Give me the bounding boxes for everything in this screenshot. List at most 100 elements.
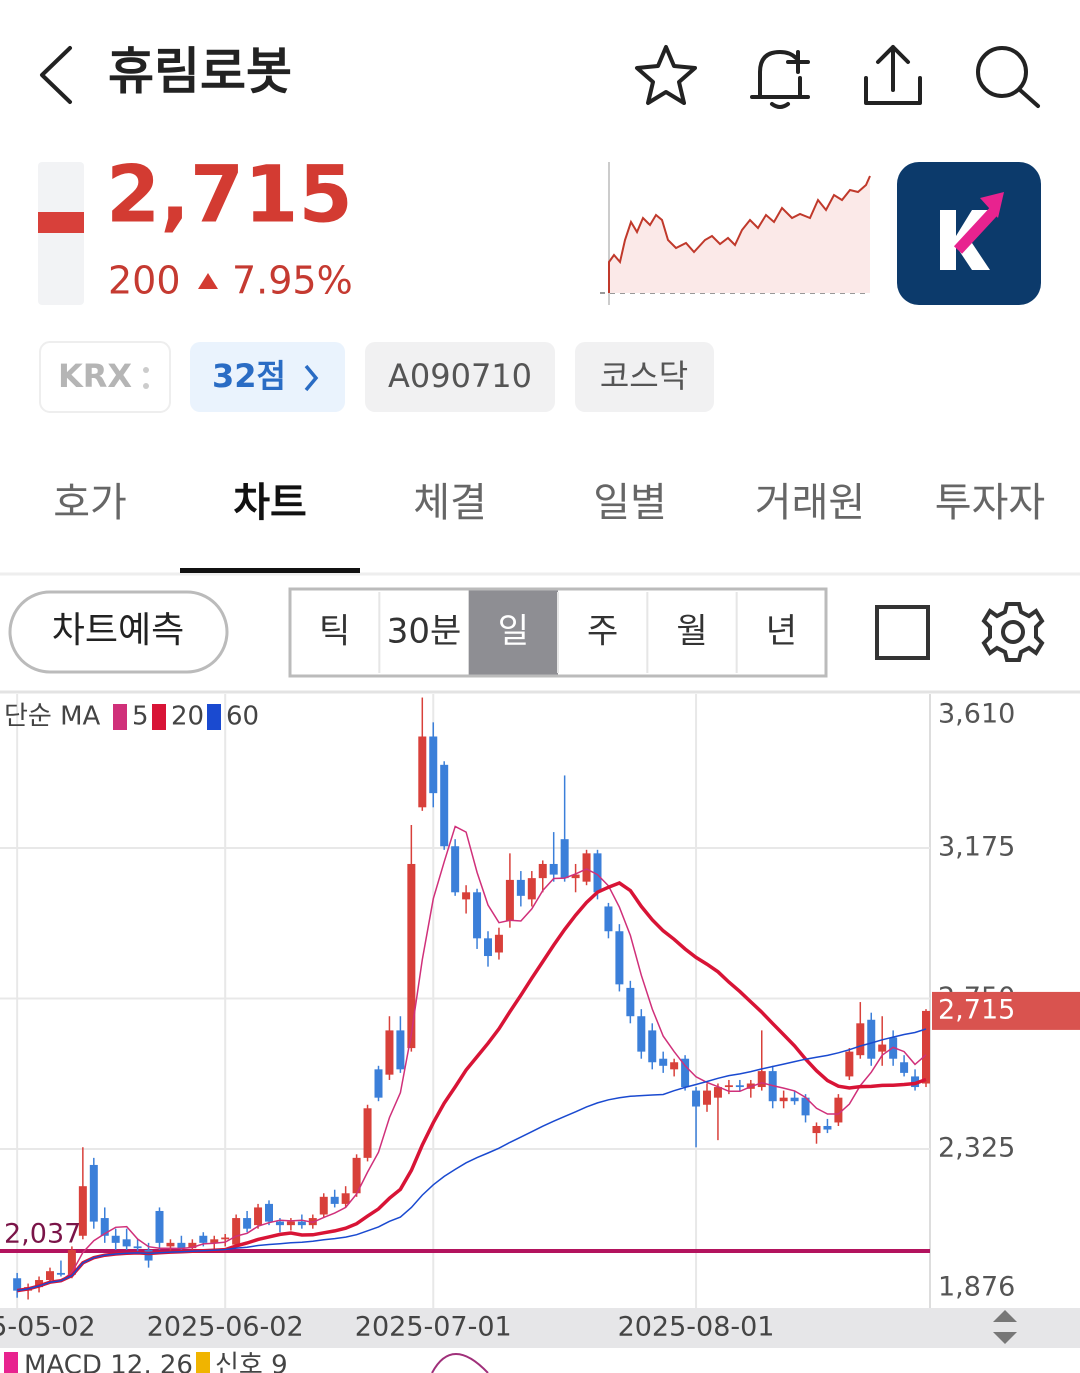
candle-body — [221, 1237, 230, 1240]
last-price-box — [932, 991, 1080, 1030]
candle-body — [856, 1023, 865, 1056]
resize-down[interactable] — [993, 1332, 1017, 1344]
resize-up[interactable] — [993, 1310, 1017, 1322]
candle-body — [790, 1097, 799, 1102]
macd-label: MACD 12, 26 — [24, 1351, 193, 1373]
candle-body — [571, 874, 580, 879]
tab[interactable]: 차트 — [233, 480, 307, 526]
candle-body — [735, 1085, 744, 1088]
candle-body — [166, 1242, 175, 1247]
candle-body — [834, 1097, 843, 1123]
candle-body — [122, 1239, 131, 1247]
candle-body — [418, 736, 427, 808]
candle-body — [341, 1193, 350, 1204]
search-icon[interactable] — [976, 46, 1040, 108]
tab[interactable]: 호가 — [53, 480, 127, 526]
candle-body — [462, 892, 471, 900]
candle-body — [78, 1186, 87, 1236]
x-tick-label: 2025-05-02 — [0, 1312, 96, 1343]
tab[interactable]: 일별 — [593, 480, 667, 526]
chevron — [304, 364, 319, 392]
period-option[interactable]: 틱 — [319, 612, 350, 652]
share-icon[interactable] — [864, 45, 922, 105]
sparkline — [600, 162, 871, 305]
legend-swatch — [152, 704, 166, 730]
candle-body — [243, 1218, 252, 1229]
up-arrow — [198, 273, 218, 289]
indicator-label: 단순 MA — [4, 702, 101, 732]
price-change-pct: 7.95% — [232, 259, 353, 303]
chip-text: A090710 — [388, 357, 532, 395]
candle-body — [593, 853, 602, 893]
period-selector: 틱 30분 일 주 월 년 — [319, 589, 797, 676]
period-selected — [468, 589, 558, 676]
period-option[interactable]: 30분 — [387, 612, 462, 652]
candle-body — [527, 878, 536, 900]
macd-swatch — [4, 1352, 18, 1373]
predict-button[interactable] — [8, 590, 229, 674]
candle-body — [363, 1108, 372, 1158]
legend-label: 5 — [132, 702, 149, 732]
candle-body — [275, 1221, 284, 1226]
price-range-marker — [38, 212, 84, 233]
tab[interactable]: 거래원 — [755, 480, 865, 526]
candle-body — [637, 1016, 646, 1052]
candle-body — [330, 1196, 339, 1204]
chip-market[interactable] — [575, 342, 714, 412]
candle-body — [779, 1097, 788, 1102]
back-button[interactable] — [40, 46, 72, 104]
settings-button[interactable] — [981, 602, 1045, 662]
chip-text: 코스닥 — [600, 357, 688, 395]
period-option[interactable]: 년 — [766, 612, 797, 652]
tab[interactable]: 체결 — [413, 480, 487, 526]
legend-swatch — [207, 704, 221, 730]
candle-body — [374, 1069, 383, 1098]
moving-average-line — [16, 881, 927, 1293]
period-option[interactable]: 월 — [676, 612, 707, 652]
candle-body — [494, 934, 503, 953]
y-tick-label: 1,876 — [938, 1272, 1015, 1303]
candle-body — [538, 863, 547, 879]
candle-body — [801, 1097, 810, 1116]
candle-body — [757, 1071, 766, 1088]
candle-body — [582, 853, 591, 882]
candle-body — [823, 1125, 832, 1130]
y-tick-label: 2,325 — [938, 1133, 1015, 1164]
candle-body — [319, 1196, 328, 1215]
candle-body — [505, 879, 514, 921]
chip-code[interactable] — [365, 342, 555, 412]
candle-body — [210, 1239, 219, 1243]
candle-body — [297, 1221, 306, 1226]
candle-body — [900, 1062, 909, 1073]
price-range-bar — [38, 162, 84, 305]
y-tick-label: 3,610 — [938, 699, 1015, 730]
candle-body — [407, 863, 416, 1049]
candle-body — [659, 1058, 668, 1066]
favorite-icon[interactable] — [635, 45, 697, 105]
legend-swatch — [113, 704, 127, 730]
chip-exchange[interactable] — [39, 341, 171, 413]
candle-body — [703, 1090, 711, 1105]
candle-body — [648, 1030, 657, 1063]
candle-body — [35, 1280, 44, 1288]
signal-label: 신호 9 — [215, 1351, 288, 1373]
tab[interactable]: 투자자 — [935, 480, 1045, 526]
period-option[interactable]: 주 — [587, 612, 618, 652]
candle-body — [615, 931, 624, 985]
candle-body — [133, 1246, 142, 1249]
candle-body — [845, 1051, 854, 1077]
candle-body — [440, 764, 449, 847]
chip-text: KRX — [58, 357, 132, 395]
period-option[interactable]: 일 — [498, 612, 529, 652]
fullscreen-button[interactable] — [875, 605, 930, 660]
x-axis-strip — [0, 1308, 1080, 1348]
moving-average-line — [17, 825, 927, 1292]
candle-body — [878, 1044, 887, 1052]
candle-body — [922, 1010, 930, 1084]
alarm-icon[interactable] — [750, 50, 810, 109]
chip-score[interactable] — [190, 342, 345, 412]
candle-body — [13, 1278, 22, 1291]
candle-body — [713, 1087, 722, 1098]
candle-body — [100, 1218, 109, 1236]
